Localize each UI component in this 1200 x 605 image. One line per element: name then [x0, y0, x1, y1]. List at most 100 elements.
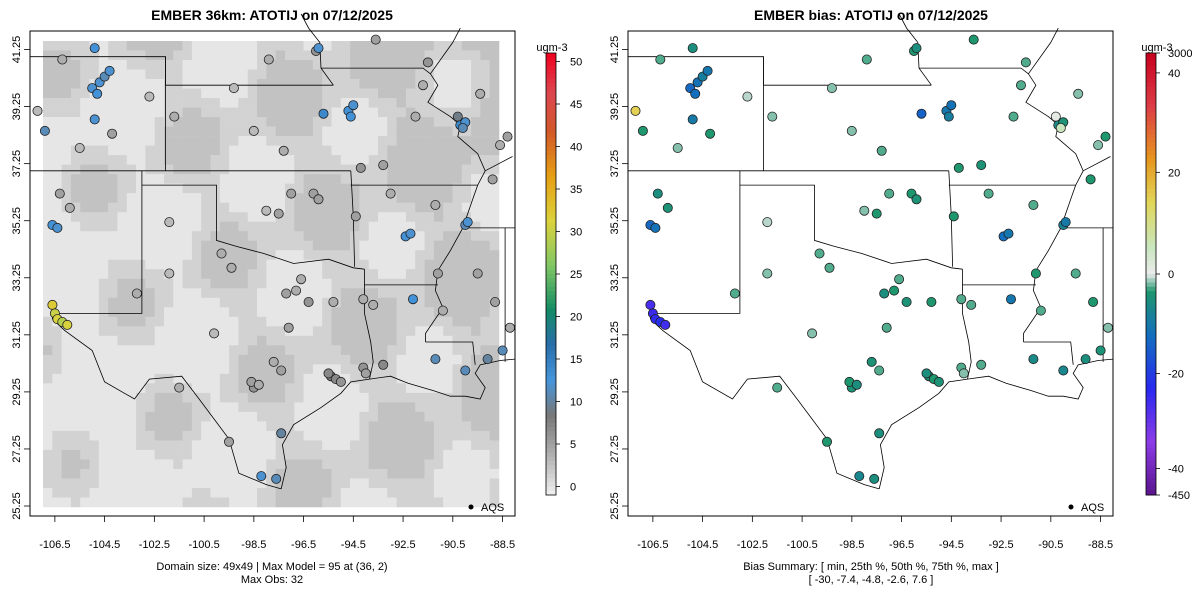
- grid-cell: [443, 449, 453, 460]
- obs-site-marker: [216, 248, 227, 259]
- grid-cell: [387, 354, 397, 365]
- grid-cell: [163, 174, 174, 184]
- grid-cell: [173, 497, 183, 508]
- grid-cell: [108, 202, 118, 213]
- grid-cell: [433, 107, 444, 118]
- grid-cell: [424, 449, 435, 460]
- grid-cell: [43, 79, 53, 89]
- grid-cell: [452, 354, 463, 365]
- grid-cell: [452, 231, 463, 242]
- grid-cell: [154, 60, 165, 70]
- grid-cell: [424, 392, 435, 403]
- grid-cell: [378, 174, 388, 184]
- grid-cell: [405, 497, 416, 508]
- grid-cell: [52, 240, 62, 251]
- grid-cell: [80, 421, 90, 432]
- grid-cell: [275, 288, 286, 299]
- grid-cell: [136, 50, 146, 61]
- grid-cell: [191, 402, 202, 413]
- bias-site-marker: [1095, 345, 1106, 356]
- grid-cell: [136, 107, 146, 118]
- grid-cell: [284, 155, 295, 165]
- grid-cell: [284, 278, 295, 289]
- grid-cell: [266, 212, 276, 222]
- colorbar-segment: [1146, 401, 1156, 407]
- state-border: [1028, 27, 1059, 75]
- grid-cell: [378, 259, 388, 270]
- grid-cell: [443, 136, 453, 146]
- grid-cell: [182, 497, 193, 508]
- grid-cell: [70, 288, 81, 299]
- grid-cell: [154, 335, 165, 346]
- grid-cell: [257, 69, 267, 80]
- grid-cell: [471, 50, 481, 61]
- grid-cell: [322, 297, 332, 308]
- grid-cell: [489, 411, 500, 422]
- grid-cell: [229, 364, 239, 375]
- colorbar-segment: [546, 456, 556, 462]
- grid-cell: [219, 136, 230, 146]
- grid-cell: [359, 259, 370, 270]
- colorbar-segment: [1146, 452, 1156, 458]
- grid-cell: [210, 468, 221, 479]
- grid-cell: [61, 402, 72, 413]
- grid-cell: [80, 354, 90, 365]
- grid-cell: [238, 459, 249, 470]
- grid-cell: [461, 440, 472, 451]
- obs-site-marker: [313, 43, 324, 54]
- grid-cell: [284, 459, 295, 470]
- grid-cell: [350, 145, 360, 156]
- grid-cell: [415, 117, 425, 127]
- grid-cell: [191, 430, 202, 441]
- bias-site-marker: [762, 268, 773, 279]
- grid-cell: [182, 383, 193, 394]
- grid-cell: [443, 240, 453, 251]
- grid-cell: [368, 60, 379, 70]
- grid-cell: [396, 316, 407, 327]
- grid-cell: [89, 250, 100, 261]
- grid-cell: [108, 98, 118, 108]
- grid-cell: [284, 126, 295, 137]
- grid-cell: [275, 440, 286, 451]
- grid-cell: [284, 411, 295, 422]
- grid-cell: [70, 459, 81, 470]
- grid-cell: [331, 155, 342, 165]
- grid-cell: [117, 202, 128, 213]
- grid-cell: [266, 136, 276, 146]
- grid-cell: [266, 41, 276, 51]
- right-y-axis: 25.2527.2529.2531.2533.2535.2537.2539.25…: [609, 36, 628, 520]
- grid-cell: [219, 497, 230, 508]
- grid-cell: [126, 392, 137, 403]
- colorbar-segment: [546, 210, 556, 215]
- obs-site-marker: [276, 428, 287, 439]
- obs-site-marker: [335, 376, 346, 387]
- grid-cell: [43, 117, 53, 127]
- grid-cell: [219, 259, 230, 270]
- grid-cell: [359, 459, 370, 470]
- grid-cell: [108, 164, 118, 175]
- grid-cell: [340, 193, 351, 203]
- grid-cell: [378, 250, 388, 261]
- grid-cell: [368, 440, 379, 451]
- grid-cell: [182, 250, 193, 261]
- grid-cell: [229, 421, 239, 432]
- grid-cell: [247, 487, 258, 498]
- grid-cell: [182, 183, 193, 194]
- grid-cell: [257, 278, 267, 289]
- grid-cell: [378, 41, 388, 51]
- grid-cell: [350, 231, 360, 242]
- grid-cell: [117, 79, 128, 89]
- grid-cell: [145, 269, 155, 280]
- grid-cell: [219, 335, 230, 346]
- grid-cell: [210, 402, 221, 413]
- grid-cell: [294, 250, 304, 261]
- obs-site-marker: [291, 285, 302, 296]
- grid-cell: [433, 440, 444, 451]
- grid-cell: [163, 307, 174, 318]
- grid-cell: [284, 41, 295, 51]
- grid-cell: [396, 297, 407, 308]
- grid-cell: [80, 183, 90, 194]
- grid-cell: [471, 364, 481, 375]
- grid-cell: [145, 126, 155, 137]
- grid-cell: [173, 117, 183, 127]
